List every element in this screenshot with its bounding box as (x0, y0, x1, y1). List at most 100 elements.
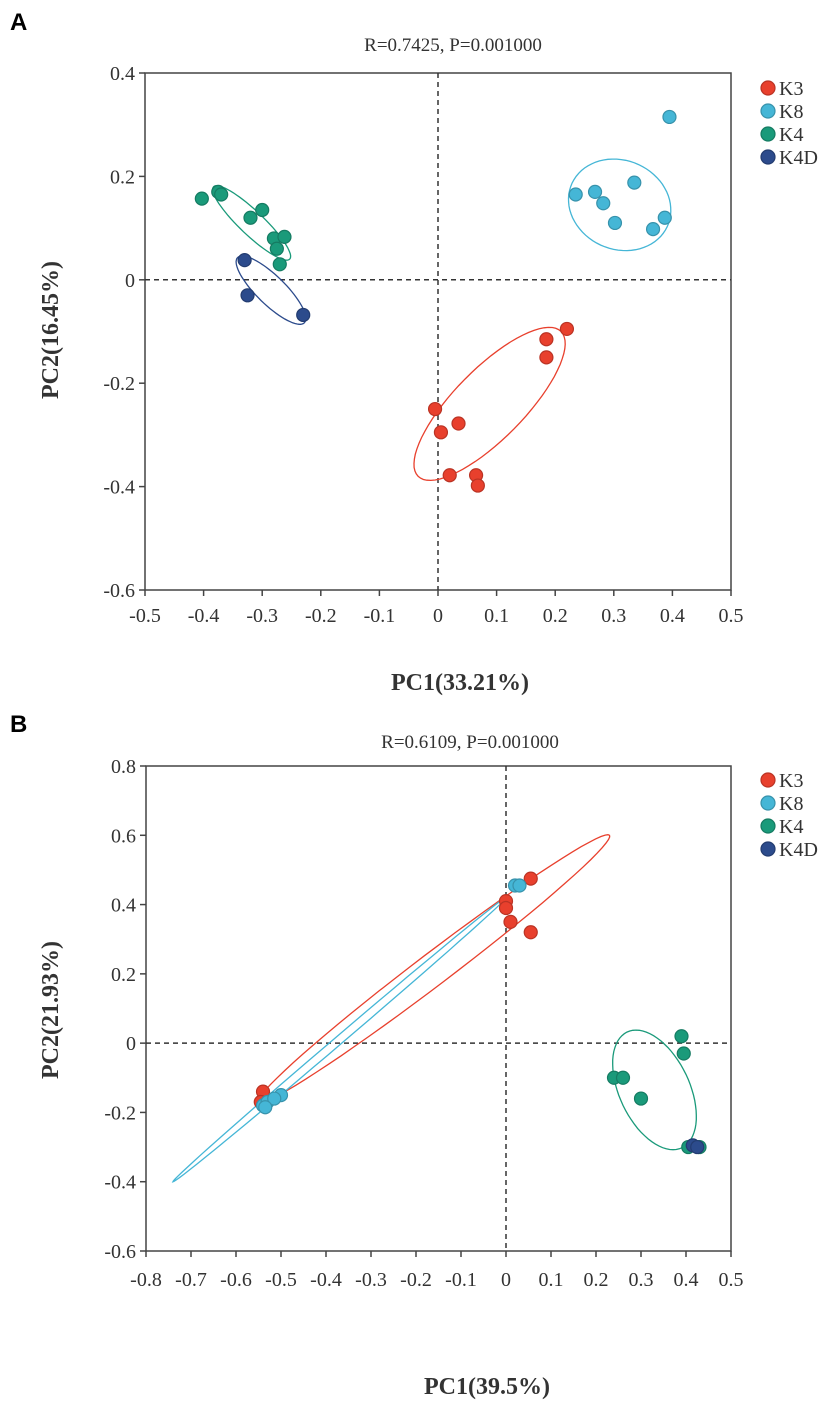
data-point-k8 (607, 215, 623, 231)
legend-label-k4: K4 (779, 816, 803, 838)
data-point-k4 (255, 202, 270, 218)
y-tick-label: -0.6 (103, 580, 135, 602)
data-point-k4 (676, 1046, 691, 1061)
data-point-k4 (269, 241, 284, 256)
plot-frame (145, 765, 732, 1252)
x-tick-label: 0.5 (719, 605, 744, 627)
legend-marker-k4d (760, 149, 776, 165)
x-tick-label: -0.5 (129, 605, 161, 627)
data-point-k3 (559, 321, 575, 337)
data-point-k3 (523, 871, 538, 886)
y-tick-label: 0.2 (111, 964, 136, 986)
y-tick-label: -0.2 (104, 1102, 136, 1124)
legend-label-k4d: K4D (779, 147, 818, 169)
data-point-k4d (240, 288, 255, 303)
data-point-k8 (627, 175, 642, 190)
data-point-k4 (194, 191, 209, 206)
x-tick-label: -0.2 (305, 605, 337, 627)
chart-panel-a: A R=0.7425, P=0.001000 -0.5 -0.4 -0.3 -0.2 -0.… (10, 9, 818, 696)
data-point-k4d (690, 1139, 705, 1155)
y-tick-label: -0.6 (104, 1241, 136, 1263)
data-point-k3 (427, 401, 443, 417)
data-point-k3 (451, 416, 466, 431)
data-point-k8 (657, 210, 672, 225)
x-tick-label: -0.5 (265, 1269, 297, 1291)
y-tick-label: 0 (126, 1033, 136, 1055)
data-point-k4d (237, 253, 252, 268)
confidence-ellipse-k8 (171, 896, 508, 1183)
x-tick-label: 0.5 (719, 1269, 744, 1291)
data-point-k8 (258, 1100, 273, 1115)
x-tick-label: 0.4 (674, 1269, 699, 1291)
legend-marker-k8 (760, 103, 776, 119)
x-tick-label: 0.1 (539, 1269, 564, 1291)
y-tick-label: -0.2 (103, 373, 135, 395)
x-tick-label: -0.6 (220, 1269, 252, 1291)
x-axis-label: PC1(33.21%) (391, 670, 529, 696)
y-tick-label: 0 (125, 270, 135, 292)
confidence-ellipse-k3 (413, 326, 566, 482)
y-tick-label: 0.4 (110, 63, 135, 85)
data-point-k4d (296, 307, 311, 323)
legend-label-k4d: K4D (779, 839, 818, 861)
data-point-k8 (512, 878, 527, 893)
y-tick-label: 0.6 (111, 825, 136, 847)
data-point-k3 (523, 925, 538, 940)
legend-label-k8: K8 (779, 793, 803, 815)
x-tick-label: -0.3 (246, 605, 278, 627)
y-tick-label: 0.2 (110, 166, 135, 188)
data-point-k4 (633, 1091, 649, 1106)
legend-label-k8: K8 (779, 101, 803, 123)
legend-marker-k4d (760, 841, 776, 857)
data-point-k3 (442, 468, 457, 483)
plot-frame (144, 72, 732, 591)
x-tick-label: 0.2 (543, 605, 568, 627)
x-tick-label: -0.7 (175, 1269, 207, 1291)
data-point-k3 (498, 900, 514, 916)
chart-title: R=0.7425, P=0.001000 (364, 35, 542, 56)
confidence-ellipse-k8 (567, 158, 672, 252)
chart-panel-b: B R=0.6109, P=0.001000 -0.8 -0.7 -0.6 -0.5 -0.… (10, 711, 818, 1400)
data-point-k8 (662, 109, 677, 125)
data-point-k4 (615, 1070, 631, 1085)
legend-label-k4: K4 (779, 124, 803, 146)
data-point-k3 (539, 350, 554, 365)
y-tick-label: -0.4 (103, 477, 135, 499)
legend-label-k3: K3 (779, 78, 803, 100)
data-point-k4 (272, 257, 287, 272)
legend-marker-k4 (760, 818, 776, 834)
data-point-k8 (267, 1091, 282, 1106)
data-point-k8 (596, 196, 611, 211)
y-tick-label: -0.4 (104, 1172, 136, 1194)
x-tick-label: 0 (433, 605, 443, 627)
x-tick-label: -0.1 (445, 1269, 477, 1291)
x-tick-label: 0 (501, 1269, 511, 1291)
data-point-k8 (645, 222, 661, 237)
x-tick-label: -0.3 (355, 1269, 387, 1291)
data-point-k8 (568, 187, 583, 202)
x-tick-label: -0.2 (400, 1269, 432, 1291)
panel-label: B (10, 711, 27, 738)
panel-label: A (10, 9, 27, 36)
data-point-k3 (433, 425, 449, 440)
x-tick-label: 0.2 (584, 1269, 609, 1291)
data-point-k3 (539, 332, 554, 347)
x-axis-label: PC1(39.5%) (424, 1374, 550, 1400)
data-point-k4 (214, 187, 229, 202)
legend-label-k3: K3 (779, 770, 803, 792)
confidence-ellipse-k4 (612, 1029, 697, 1151)
data-point-k4 (243, 210, 258, 225)
x-tick-label: 0.4 (660, 605, 685, 627)
confidence-ellipse-k3 (257, 834, 611, 1104)
x-tick-label: -0.4 (188, 605, 220, 627)
chart-title: R=0.6109, P=0.001000 (381, 732, 559, 753)
data-point-k8 (587, 184, 603, 200)
x-tick-label: -0.1 (364, 605, 396, 627)
x-tick-label: -0.8 (130, 1269, 162, 1291)
legend-marker-k3 (760, 772, 776, 788)
x-tick-label: 0.3 (629, 1269, 654, 1291)
data-point-k3 (503, 914, 518, 929)
